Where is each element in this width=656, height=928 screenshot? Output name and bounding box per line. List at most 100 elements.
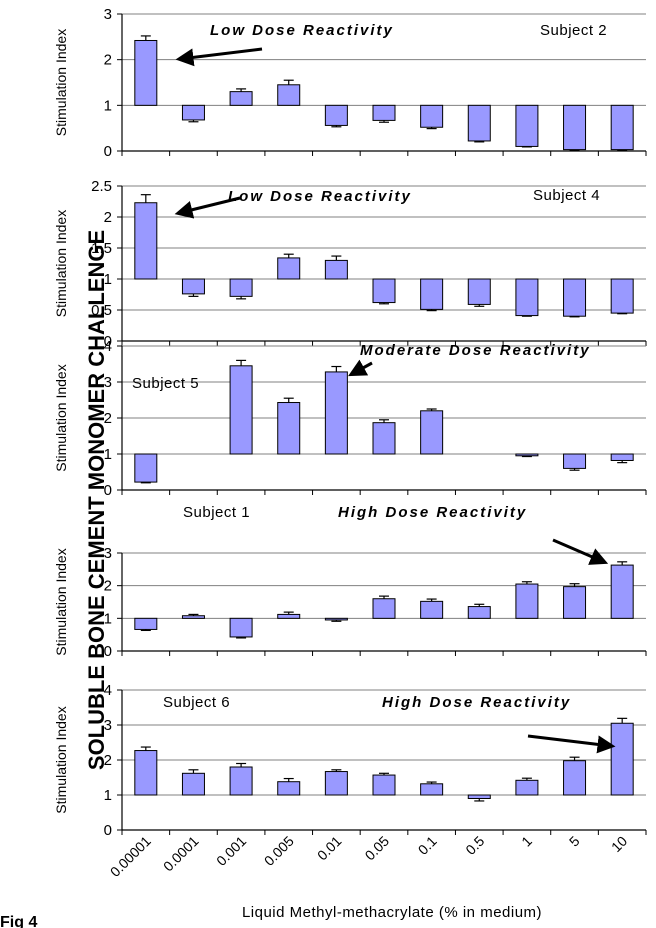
- x-tick-label: 5: [566, 833, 583, 850]
- x-tick-label: 0.00001: [107, 833, 154, 880]
- bar: [181, 104, 205, 121]
- x-tick-labels: 0.00001 0.0001 0.001 0.005 0.01 0.05 0.1 0.5 1 5 1…: [107, 833, 631, 880]
- bar: [134, 453, 158, 483]
- figure-number-label: Fig 4: [0, 914, 37, 928]
- bar: [610, 564, 634, 619]
- y-tick-label: 1: [104, 787, 112, 804]
- bar: [372, 422, 396, 455]
- y-tick-label: 1.5: [91, 240, 112, 257]
- bar: [420, 104, 444, 128]
- y-axis-label: Stimulation Index: [53, 29, 69, 136]
- bar: [563, 278, 587, 317]
- subject-label: Subject 4: [533, 187, 600, 204]
- x-tick-label: 0.1: [415, 833, 440, 858]
- y-tick-label: 2.5: [91, 178, 112, 195]
- bar: [420, 783, 444, 796]
- bar: [467, 278, 491, 305]
- bar: [229, 617, 253, 638]
- y-tick-label: 3: [104, 545, 112, 562]
- bar: [610, 278, 634, 314]
- reactivity-annotation: Low Dose Reactivity: [228, 188, 412, 205]
- y-tick-label: 0: [104, 822, 112, 839]
- bar: [420, 278, 444, 310]
- bar: [324, 771, 348, 796]
- bar: [372, 598, 396, 619]
- bar: [515, 583, 539, 619]
- y-tick-label: 0: [104, 482, 112, 499]
- bar: [134, 617, 158, 630]
- y-tick-label: 2: [104, 52, 112, 69]
- annotation-arrow: [348, 359, 373, 377]
- panel-4: 0 1 2 3 Stimulation Index Subject 1 High Dose …: [53, 504, 647, 660]
- x-tick-label: 0.005: [261, 833, 297, 869]
- bar: [515, 278, 539, 317]
- y-tick-label: 2: [104, 578, 112, 595]
- bar: [277, 402, 301, 455]
- bar: [181, 278, 205, 295]
- bar: [324, 371, 348, 455]
- subject-label: Subject 5: [132, 375, 199, 392]
- bar: [134, 202, 158, 280]
- x-tick-label: 1: [518, 833, 535, 850]
- y-tick-label: 0: [104, 333, 112, 350]
- y-tick-label: 3: [104, 374, 112, 391]
- y-tick-label: 4: [104, 682, 112, 699]
- bar: [324, 259, 348, 280]
- reactivity-annotation: High Dose Reactivity: [382, 694, 571, 711]
- y-axis-label: Stimulation Index: [53, 364, 69, 471]
- figure-title: SOLUBLE BONE CEMENT MONOMER CHALLENGE: [84, 230, 109, 770]
- panel-2: 0 0.5 1 1.5 2 2.5 Stimulation Index Subject 4 Lo…: [53, 178, 647, 350]
- y-tick-label: 2: [104, 410, 112, 427]
- y-tick-label: 3: [104, 6, 112, 23]
- y-tick-label: 1: [104, 610, 112, 627]
- x-tick-label: 0.5: [462, 833, 487, 858]
- subject-label: Subject 2: [540, 22, 607, 39]
- y-axis-label: Stimulation Index: [53, 548, 69, 655]
- bar: [515, 453, 539, 457]
- annotation-arrow: [527, 734, 616, 754]
- bar: [372, 278, 396, 304]
- y-tick-label: 3: [104, 717, 112, 734]
- bar: [181, 615, 205, 619]
- y-axis-label: Stimulation Index: [53, 706, 69, 813]
- x-tick-label: 0.01: [314, 833, 345, 864]
- bar: [134, 750, 158, 796]
- bar: [372, 104, 396, 121]
- bar: [563, 586, 587, 619]
- x-tick-label: 10: [608, 833, 630, 855]
- bar: [372, 774, 396, 796]
- bar: [277, 613, 301, 619]
- bar: [181, 772, 205, 796]
- bar: [277, 84, 301, 106]
- panel-1: 0 1 2 3 Stimulation Index Subject 2 Low Dose R…: [53, 6, 647, 160]
- y-tick-label: 1: [104, 446, 112, 463]
- bar: [229, 278, 253, 297]
- annotation-arrow: [174, 196, 241, 219]
- bar: [277, 257, 301, 280]
- x-tick-label: 0.0001: [160, 833, 202, 875]
- x-axis-label: Liquid Methyl-methacrylate (% in medium): [242, 904, 542, 921]
- bar: [610, 104, 634, 151]
- bar: [420, 410, 444, 455]
- x-tick-label: 0.001: [213, 833, 249, 869]
- y-tick-label: 2: [104, 209, 112, 226]
- bar: [515, 779, 539, 796]
- y-tick-label: 4: [104, 338, 112, 355]
- panel-3: 0 1 2 3 4 Stimulation Index Subject 5 Moderate …: [53, 338, 647, 499]
- bar: [229, 766, 253, 796]
- bar: [229, 91, 253, 106]
- subject-label: Subject 1: [183, 504, 250, 521]
- bar: [324, 104, 348, 126]
- chart-panels: 0 1 2 3 Stimulation Index Subject 2 Low Dose R…: [53, 6, 647, 839]
- bar: [467, 104, 491, 142]
- bar: [563, 453, 587, 469]
- bar: [324, 617, 348, 621]
- y-tick-label: 1: [104, 97, 112, 114]
- panel-5: 0 1 2 3 4 Stimulation Index Subject 6 High Dose…: [53, 682, 647, 839]
- y-tick-label: 0: [104, 143, 112, 160]
- reactivity-annotation: Moderate Dose Reactivity: [360, 342, 591, 359]
- bar: [610, 453, 634, 461]
- y-tick-label: 2: [104, 752, 112, 769]
- bar: [515, 104, 539, 147]
